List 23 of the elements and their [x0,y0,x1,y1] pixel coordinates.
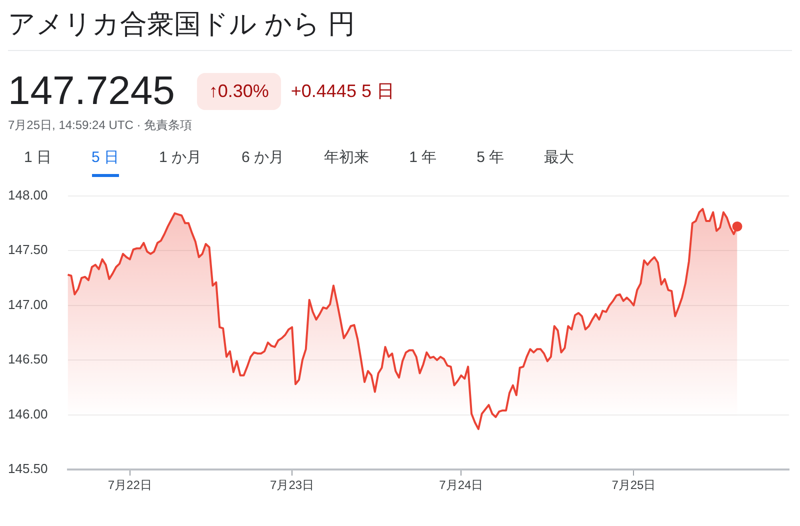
text: 5 日 [92,148,120,177]
y-tick-label: 147.00 [8,296,48,312]
y-tick-label: 146.00 [8,406,48,422]
text: 147.7245 [8,68,175,114]
y-tick-label: 148.00 [8,187,48,202]
text: 7月25日, 14:59:24 UTC · 免責条項 [8,117,194,134]
text: 5 年 [476,148,504,168]
text: 1 日 [24,148,52,168]
y-tick-label: 145.50 [8,461,48,476]
text: 年初来 [324,148,370,168]
text: +0.4445 5 日 [290,80,394,103]
text: 1 年 [409,148,437,168]
x-tick-label: 7月23日 [270,478,314,492]
text: 1 か月 [159,148,202,168]
text: 6 か月 [242,148,284,168]
x-tick-label: 7月25日 [612,478,656,492]
x-tick-label: 7月24日 [439,478,484,492]
text: ↑0.30% [196,72,281,110]
x-tick-label: 7月22日 [108,478,152,492]
y-tick-label: 147.50 [8,242,48,258]
text: 最大 [544,148,574,168]
y-tick-label: 146.50 [8,352,48,367]
chart-title: アメリカ合衆国ドル から 円 [8,6,792,51]
